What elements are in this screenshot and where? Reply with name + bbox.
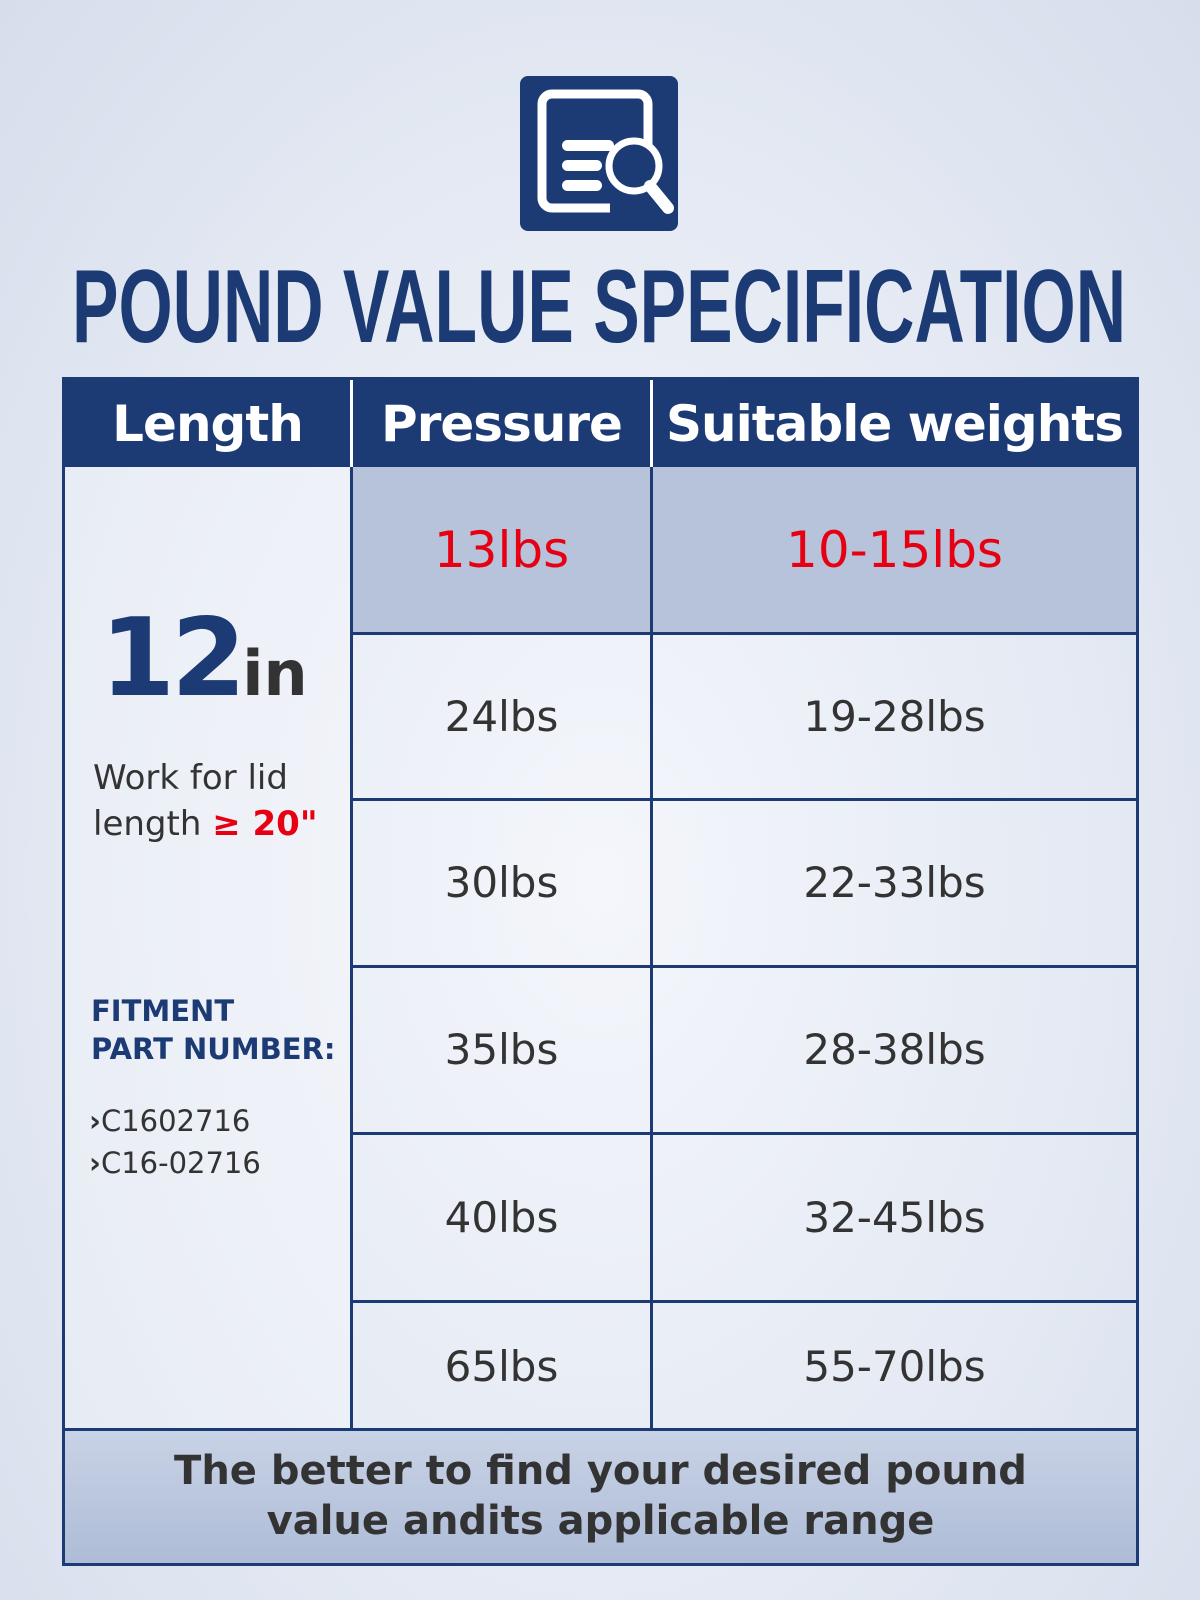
lid-note-line1: Work for lid xyxy=(93,758,288,798)
row-divider xyxy=(350,798,1136,801)
length-unit: in xyxy=(242,637,308,710)
document-search-icon xyxy=(520,76,678,231)
weights-cell: 22-33lbs xyxy=(803,858,986,907)
footer-line2: value andits applicable range xyxy=(266,1497,935,1544)
lid-note-line2: length xyxy=(93,804,202,844)
length-number: 12 xyxy=(100,596,246,721)
part-number: C1602716 xyxy=(100,1104,251,1138)
row-divider xyxy=(350,965,1136,968)
part-number: C16-02716 xyxy=(100,1146,261,1180)
row-divider xyxy=(350,1300,1136,1303)
weights-cell: 28-38lbs xyxy=(803,1025,986,1074)
header-pressure: Pressure xyxy=(353,380,650,467)
footer-divider xyxy=(65,1428,1136,1431)
part-number-item: ›C16-02716 xyxy=(89,1146,261,1180)
header-suitable-weights: Suitable weights xyxy=(653,380,1136,467)
spec-table: Length Pressure Suitable weights 13lbs 10… xyxy=(62,377,1139,1566)
fitment-label: FITMENT xyxy=(91,994,235,1028)
page-title: POUND VALUE SPECIFICATION xyxy=(70,258,1130,358)
header-length: Length xyxy=(65,380,350,467)
lid-length-value: ≥ 20" xyxy=(212,804,318,844)
pressure-cell: 24lbs xyxy=(444,691,559,741)
row-divider xyxy=(350,632,1136,635)
column-divider xyxy=(650,467,653,1431)
footer-line1: The better to find your desired pound xyxy=(174,1447,1027,1494)
footer-note: The better to find your desired pound va… xyxy=(65,1428,1136,1563)
header-divider xyxy=(350,380,353,467)
part-number-label: PART NUMBER: xyxy=(91,1032,336,1066)
weights-cell: 32-45lbs xyxy=(803,1192,986,1242)
weights-cell: 10-15lbs xyxy=(653,467,1136,633)
weights-cell: 19-28lbs xyxy=(803,691,986,741)
weights-cell: 55-70lbs xyxy=(803,1341,986,1391)
pressure-cell: 30lbs xyxy=(444,858,559,907)
length-cell-bg xyxy=(65,467,350,1428)
pressure-cell: 13lbs xyxy=(353,467,650,633)
pressure-cell: 65lbs xyxy=(444,1341,559,1391)
pressure-cell: 40lbs xyxy=(444,1192,559,1242)
header-divider xyxy=(650,380,653,467)
column-divider xyxy=(350,467,353,1431)
row-divider xyxy=(350,1132,1136,1135)
title-text: POUND VALUE SPECIFICATION xyxy=(72,258,1126,358)
part-number-item: ›C1602716 xyxy=(89,1104,251,1138)
pressure-cell: 35lbs xyxy=(444,1025,559,1074)
